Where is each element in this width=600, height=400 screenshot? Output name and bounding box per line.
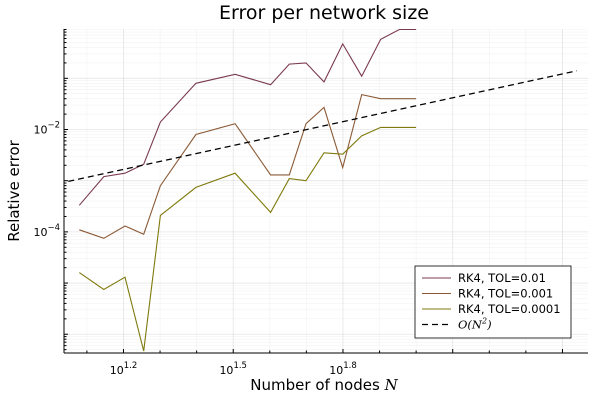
- x-tick-label: 101.2: [110, 361, 138, 377]
- axes-layer: 101.2 101.5 101.810−410−2: [33, 28, 588, 377]
- legend-math-exponent: 2: [481, 317, 487, 326]
- x-tick-label-base: 10: [110, 364, 124, 377]
- series-1-line: [78, 28, 417, 206]
- x-tick-label-exponent: 1.2: [124, 361, 138, 371]
- chart-title: Error per network size: [219, 2, 429, 24]
- series-3-line: [78, 126, 417, 352]
- y-axis-label: Relative error: [5, 139, 23, 241]
- y-tick-label-base: 10: [33, 124, 47, 137]
- legend-math-base: O(N: [458, 318, 483, 332]
- x-tick-label: 101.5: [219, 361, 247, 377]
- series-4-line: [68, 70, 577, 183]
- x-tick-label-base: 10: [219, 364, 233, 377]
- x-tick-label-exponent: 1.8: [343, 361, 357, 371]
- x-tick-label-base: 10: [329, 364, 343, 377]
- y-tick-label-base: 10: [33, 226, 47, 239]
- y-tick-label: 10−2: [33, 121, 60, 137]
- legend-entry-label: O(N2): [458, 317, 492, 332]
- legend-entry-label: RK4, TOL=0.001: [458, 287, 553, 301]
- y-tick-label: 10−4: [33, 223, 60, 239]
- x-tick-label: 101.8: [329, 361, 357, 377]
- x-axis-label-text: Number of nodes: [250, 376, 380, 394]
- x-axis-label: Number of nodes N: [250, 376, 398, 394]
- legend-math-close: ): [486, 318, 492, 332]
- y-tick-label-exponent: −4: [47, 223, 60, 233]
- x-tick-label-exponent: 1.5: [233, 361, 247, 371]
- series-2-line: [79, 93, 417, 239]
- y-tick-label-exponent: −2: [47, 121, 60, 131]
- legend-entry-label: RK4, TOL=0.01: [458, 271, 546, 285]
- series-layer: [68, 28, 577, 352]
- legend-entry-label: RK4, TOL=0.0001: [458, 302, 561, 316]
- x-axis-label-symbol: N: [384, 376, 399, 394]
